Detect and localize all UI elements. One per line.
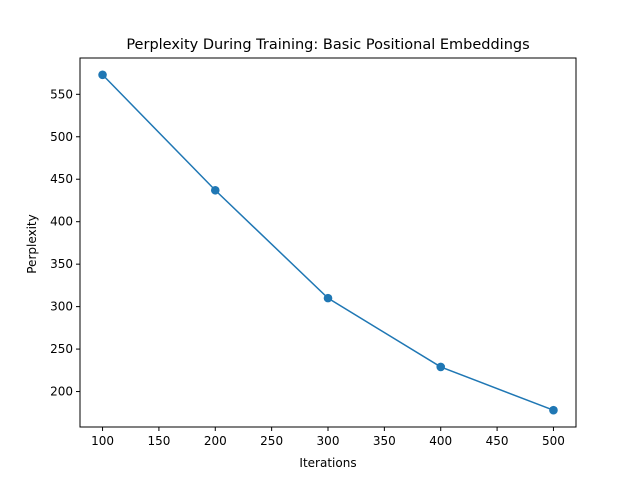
y-tick-label: 500 bbox=[50, 130, 73, 144]
y-tick-label: 350 bbox=[50, 257, 73, 271]
x-tick-label: 500 bbox=[542, 434, 565, 448]
y-tick-label: 300 bbox=[50, 300, 73, 314]
series-layer bbox=[98, 70, 558, 415]
y-tick-label: 400 bbox=[50, 215, 73, 229]
chart-title: Perplexity During Training: Basic Positi… bbox=[126, 37, 529, 53]
x-tick-label: 400 bbox=[429, 434, 452, 448]
data-point bbox=[323, 293, 333, 303]
x-tick-label: 100 bbox=[91, 434, 114, 448]
x-tick-label: 250 bbox=[260, 434, 283, 448]
y-axis-label: Perplexity bbox=[25, 214, 39, 274]
x-axis-label: Iterations bbox=[299, 456, 356, 470]
x-tick-label: 150 bbox=[147, 434, 170, 448]
y-tick-label: 200 bbox=[50, 385, 73, 399]
y-axis: 200 250 300 350 400 450 500 550 bbox=[50, 87, 80, 399]
x-tick-label: 200 bbox=[204, 434, 227, 448]
x-tick-label: 350 bbox=[373, 434, 396, 448]
x-axis: 100 150 200 250 300 350 400 450 500 bbox=[91, 427, 565, 448]
data-point bbox=[436, 362, 446, 372]
y-tick-label: 250 bbox=[50, 342, 73, 356]
data-point bbox=[98, 70, 107, 80]
data-point bbox=[549, 405, 558, 415]
x-tick-label: 450 bbox=[486, 434, 509, 448]
data-point bbox=[210, 185, 220, 195]
plot-area: 100 150 200 250 300 350 400 450 500 200 250 300 350… bbox=[50, 57, 577, 448]
y-tick-label: 450 bbox=[50, 172, 73, 186]
y-tick-label: 550 bbox=[50, 87, 73, 101]
x-tick-label: 300 bbox=[317, 434, 340, 448]
